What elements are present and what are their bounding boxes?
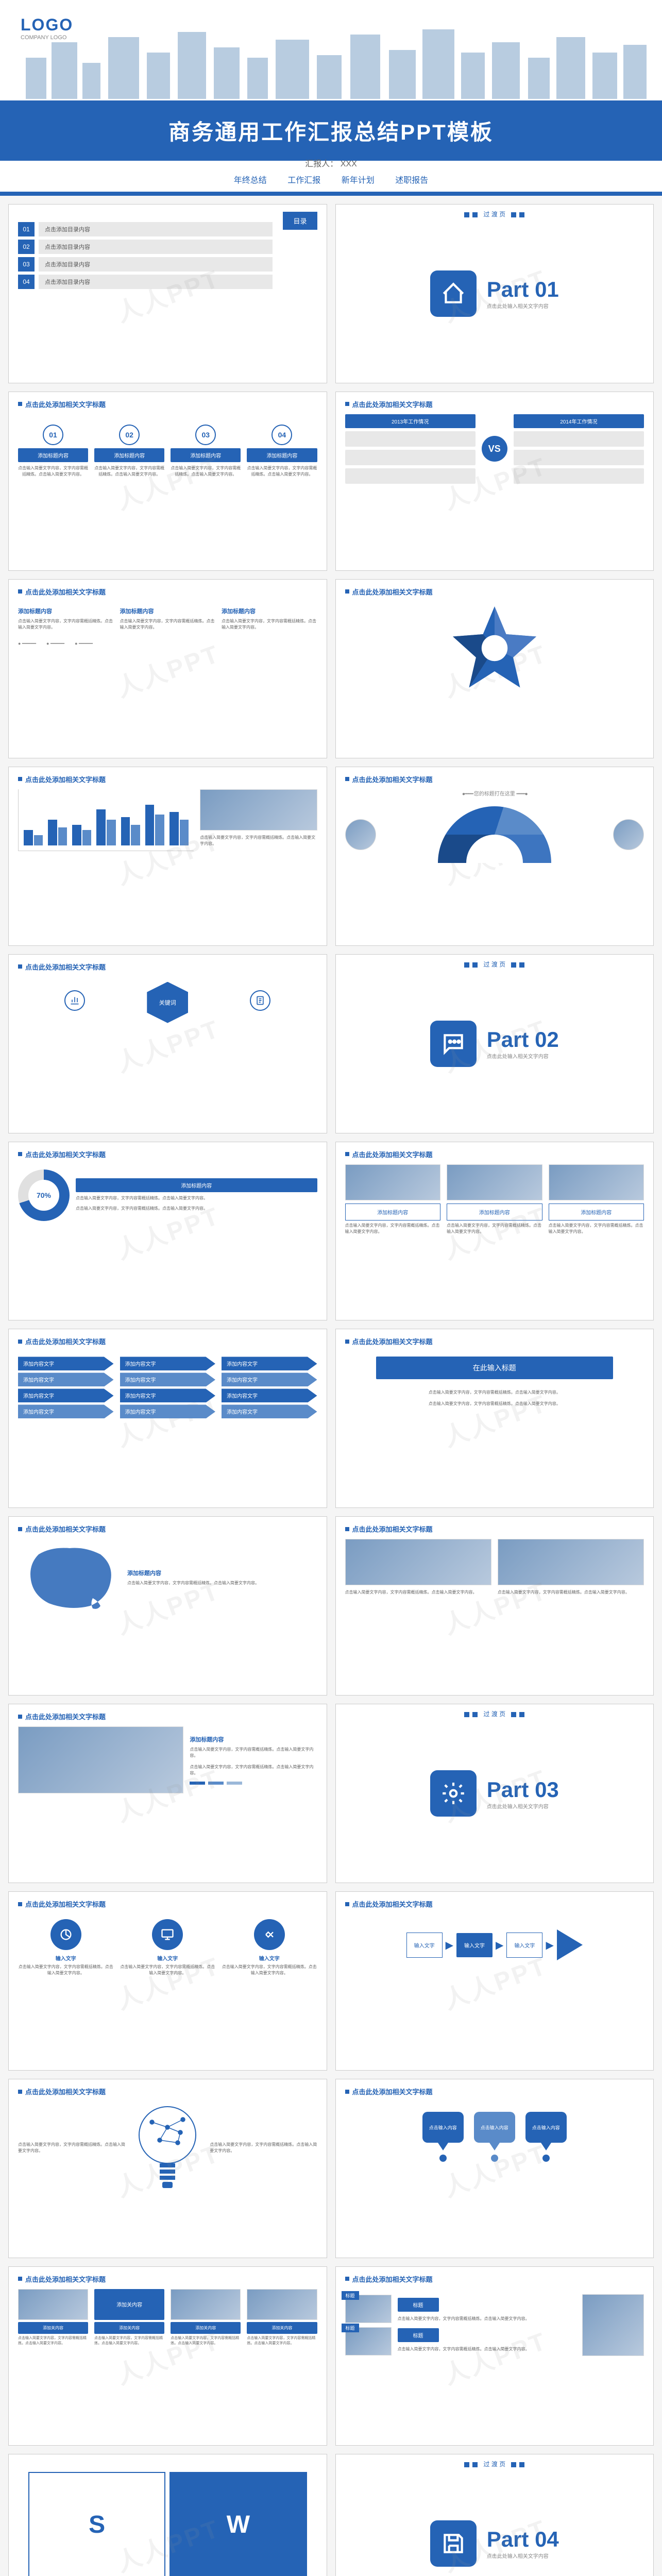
speech-bubbles-slide: 人人PPT 点击此处添加相关文字标题 点击输入内容 点击输入内容 点击输入内容: [335, 2079, 654, 2258]
handshake-icon: [254, 1919, 285, 1950]
semi-pie-chart: [438, 806, 551, 863]
subtitle-item: 述职报告: [395, 176, 428, 185]
part-desc: 点击此处输入相关文字内容: [487, 302, 559, 310]
monitor-icon: [152, 1919, 183, 1950]
subtitle-row: 汇报人： XXX 年终总结 工作汇报 新年计划 述职报告: [0, 157, 662, 185]
china-map-slide: 人人PPT 点击此处添加相关文字标题 添加标题内容 点击输入简要文字内容，文字内…: [8, 1516, 327, 1696]
doc-icon: [250, 990, 270, 1011]
save-icon: [430, 2520, 477, 2567]
arrows-slide: 人人PPT 点击此处添加相关文字标题 添加内容文字 添加内容文字 添加内容文字 …: [8, 1329, 327, 1508]
three-col-slide: 人人PPT 点击此处添加相关文字标题 添加标题内容 点击输入简要文字内容，文字内…: [8, 579, 327, 758]
subtitle-item: 年终总结: [234, 176, 267, 185]
vs-slide: 人人PPT 点击此处添加相关文字标题 2013年工作情况 VS 2014年工作情…: [335, 392, 654, 571]
pie-icon: [50, 1919, 81, 1950]
chat-icon: [430, 1021, 477, 1067]
part-03-slide: 人人PPT 过 渡 页 Part 03 点击此处输入相关文字内容: [335, 1704, 654, 1883]
presenter-name: XXX: [341, 160, 357, 168]
part-01-slide: 人人PPT 过 渡 页 Part 01 点击此处输入相关文字内容: [335, 204, 654, 383]
swot-grid: S W O T: [18, 2462, 317, 2576]
hex-center-slide: 人人PPT 点击此处添加相关文字标题 关键词: [8, 954, 327, 1133]
home-icon: [430, 270, 477, 317]
bulb-slide: 人人PPT 点击此处添加相关文字标题 点击输入简要文字内容，文字内容需概括精炼。…: [8, 2079, 327, 2258]
two-image-slide: 人人PPT 点击此处添加相关文字标题 点击输入简要文字内容，文字内容需概括精炼。…: [335, 1516, 654, 1696]
skyline-graphic: [0, 27, 662, 99]
chart-icon: [64, 990, 85, 1011]
grouped-bar-chart: [18, 789, 194, 851]
star-slide: 人人PPT 点击此处添加相关文字标题: [335, 579, 654, 758]
bar-chart-slide: 人人PPT 点击此处添加相关文字标题 点击输入简要文字内容，文字内容需概括精炼。…: [8, 767, 327, 946]
part-number: Part 01: [487, 277, 559, 302]
donut-percent-slide: 人人PPT 点击此处添加相关文字标题 70% 添加标题内容 点击输入简要文字内容…: [8, 1142, 327, 1321]
lightbulb-graphic: [131, 2102, 203, 2194]
title-band: 商务通用工作汇报总结PPT模板: [0, 100, 662, 161]
four-tiles-slide: 人人PPT 点击此处添加相关文字标题 添加关内容点击输入简要文字内容，文字内容需…: [8, 2266, 327, 2446]
semi-pie-slide: 人人PPT 点击此处添加相关文字标题 ●━━━━ 您的标题打在这里 ━━━━●: [335, 767, 654, 946]
slides-grid: 人人PPT 01点击添加目录内容 02点击添加目录内容 03点击添加目录内容 0…: [0, 196, 662, 2576]
image-cols-slide: 人人PPT 点击此处添加相关文字标题 添加标题内容点击输入简要文字内容，文字内容…: [335, 1142, 654, 1321]
toc-slide: 人人PPT 01点击添加目录内容 02点击添加目录内容 03点击添加目录内容 0…: [8, 204, 327, 383]
flow-boxes-slide: 人人PPT 点击此处添加相关文字标题 输入文字 ▶ 输入文字 ▶ 输入文字 ▶: [335, 1891, 654, 2071]
part-04-slide: 人人PPT 过 渡 页 Part 04 点击此处输入相关文字内容: [335, 2454, 654, 2576]
title-slide: LOGO COMPANY LOGO 商务通用工作汇报总结PPT模板 汇报人： X…: [0, 0, 662, 196]
subtitle-item: 新年计划: [342, 176, 375, 185]
tag-images-slide: 人人PPT 点击此处添加相关文字标题 标题 标题 标题 点击输入简要文字内容，文…: [335, 2266, 654, 2446]
numbered-circles-slide: 人人PPT 点击此处添加相关文字标题 01 添加标题内容 点击输入简要文字内容，…: [8, 392, 327, 571]
gear-icon: [430, 1770, 477, 1817]
title-banner-slide: 人人PPT 点击此处添加相关文字标题 在此输入标题 点击输入简要文字内容，文字内…: [335, 1329, 654, 1508]
three-circles-slide: 人人PPT 点击此处添加相关文字标题 输入文字 点击输入简要文字内容，文字内容需…: [8, 1891, 327, 2071]
star-graphic: [448, 602, 541, 694]
presenter-label: 汇报人：: [305, 160, 338, 168]
big-image-slide: 人人PPT 点击此处添加相关文字标题 添加标题内容 点击输入简要文字内容，文字内…: [8, 1704, 327, 1883]
part-02-slide: 人人PPT 过 渡 页 Part 02 点击此处输入相关文字内容: [335, 954, 654, 1133]
vs-badge: VS: [482, 436, 507, 462]
main-title: 商务通用工作汇报总结PPT模板: [21, 115, 641, 146]
swot-slide: 人人PPT S W O T: [8, 2454, 327, 2576]
subtitle-item: 工作汇报: [287, 176, 320, 185]
toc-title: 目录: [283, 212, 317, 230]
china-map: [18, 1539, 121, 1616]
